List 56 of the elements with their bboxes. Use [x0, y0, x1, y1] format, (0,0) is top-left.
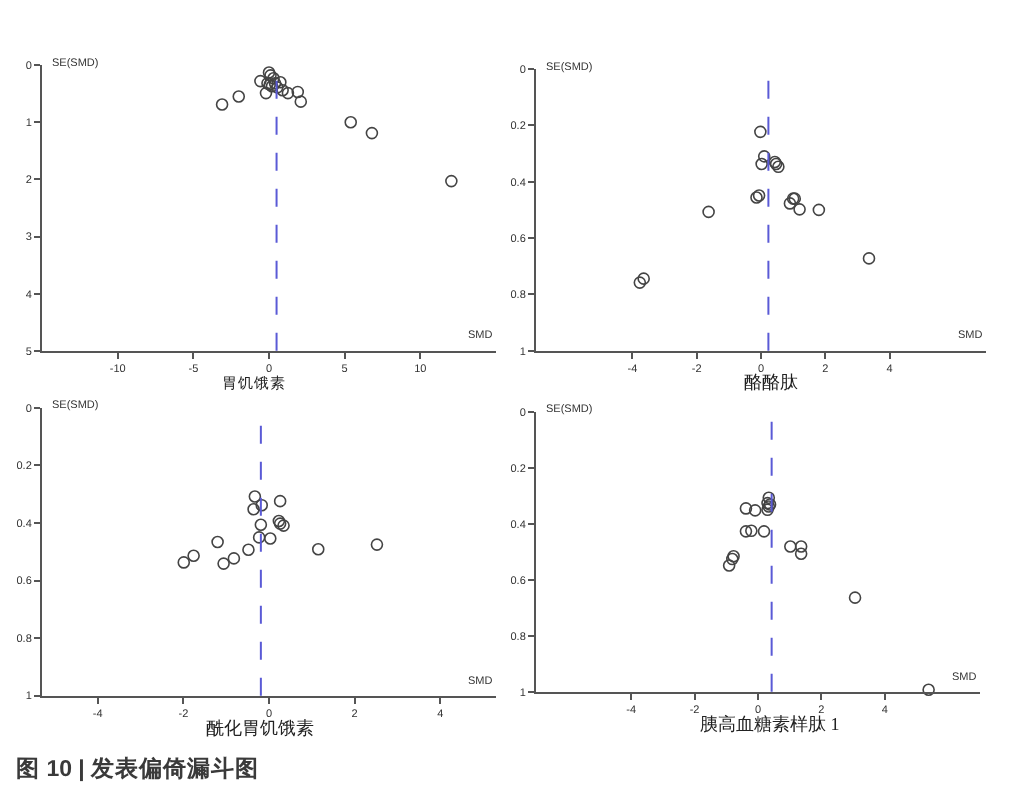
caption: 图 10 | 发表偏倚漏斗图 — [16, 754, 260, 782]
point — [227, 552, 241, 565]
point — [702, 205, 715, 219]
point — [762, 491, 776, 505]
point — [370, 538, 384, 551]
point — [739, 525, 753, 538]
point — [276, 83, 289, 97]
point — [247, 502, 260, 516]
point — [252, 531, 266, 544]
point — [259, 86, 273, 100]
point — [783, 197, 797, 210]
point — [273, 494, 287, 508]
point — [211, 535, 224, 549]
point — [794, 547, 808, 561]
point — [784, 540, 797, 553]
point — [291, 85, 305, 99]
point — [263, 532, 277, 545]
point — [232, 90, 246, 103]
text: 酰化胃饥饿素 — [206, 718, 314, 738]
point — [757, 150, 771, 163]
point — [344, 115, 358, 129]
point — [745, 524, 758, 538]
point — [311, 542, 325, 556]
point — [748, 504, 762, 517]
point — [277, 519, 290, 532]
point — [254, 74, 267, 88]
point — [637, 272, 650, 285]
point — [794, 540, 808, 553]
point — [281, 86, 295, 100]
point — [187, 549, 200, 563]
point — [633, 276, 647, 289]
point — [255, 498, 269, 512]
point — [761, 503, 774, 517]
point — [445, 174, 458, 188]
point — [755, 157, 768, 171]
point — [922, 683, 935, 697]
point — [254, 518, 268, 532]
point — [862, 252, 876, 265]
point — [722, 559, 736, 572]
point — [177, 556, 191, 569]
point — [365, 126, 379, 140]
point — [248, 490, 262, 503]
point — [294, 95, 308, 108]
point — [739, 502, 753, 515]
point — [757, 525, 771, 538]
text: 胰高血糖素样肽 1 — [700, 714, 840, 734]
point — [215, 98, 229, 111]
point — [271, 81, 284, 94]
point — [242, 543, 255, 557]
text: 酪酪肽 — [744, 372, 798, 392]
point — [793, 203, 806, 216]
point — [812, 203, 826, 217]
point — [754, 125, 767, 139]
point — [274, 75, 287, 89]
point — [848, 591, 862, 604]
point — [217, 557, 230, 570]
